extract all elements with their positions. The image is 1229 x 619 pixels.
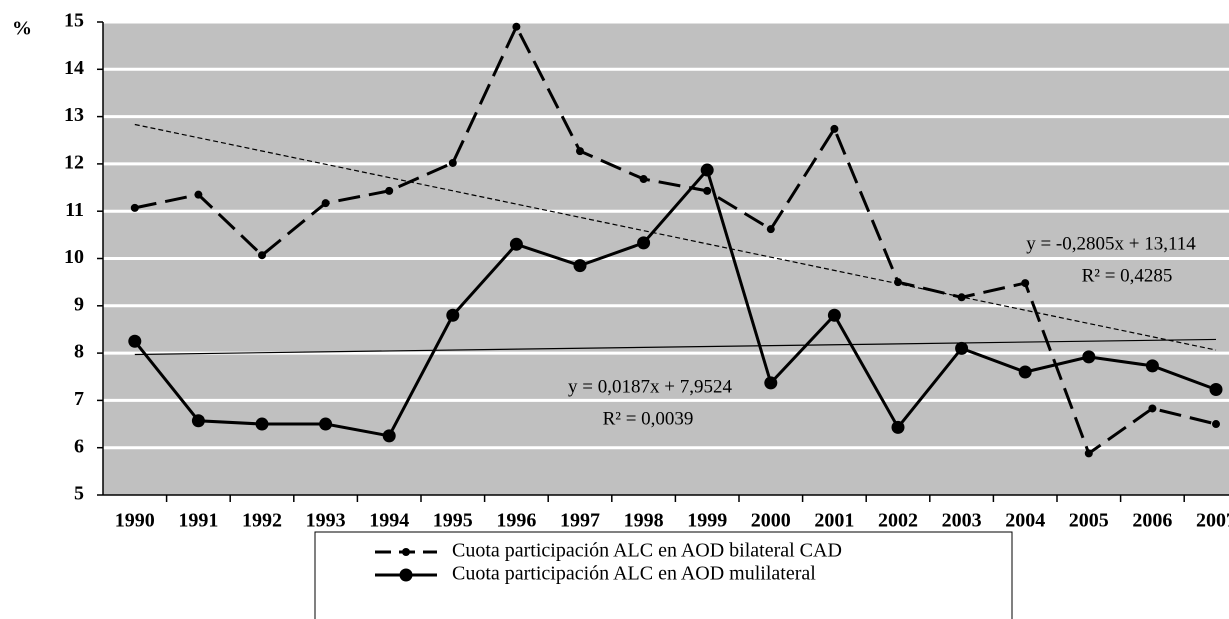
x-tick-label: 2001 <box>814 510 854 532</box>
y-tick-label: 8 <box>74 341 84 363</box>
x-tick-label: 1991 <box>178 510 218 532</box>
data-point <box>194 190 203 199</box>
y-tick-label: 9 <box>74 293 84 315</box>
data-point <box>637 236 651 250</box>
y-tick-label: 13 <box>64 104 84 126</box>
x-tick-label: 2002 <box>878 510 918 532</box>
trend-r2: R² = 0,0039 <box>603 408 694 429</box>
data-point <box>1021 279 1030 288</box>
data-point <box>573 259 587 273</box>
x-tick-label: 2005 <box>1069 510 1109 532</box>
y-tick-label: 12 <box>64 151 84 173</box>
x-tick-label: 1992 <box>242 510 282 532</box>
data-point <box>1212 420 1220 429</box>
y-tick-label: 11 <box>65 199 84 221</box>
data-point <box>955 341 969 355</box>
data-point <box>957 293 966 302</box>
data-point <box>258 251 266 260</box>
data-point <box>891 420 905 434</box>
data-point <box>1084 449 1093 458</box>
x-tick-label: 1995 <box>433 510 473 532</box>
x-tick-label: 1996 <box>496 510 536 532</box>
data-point <box>827 308 841 322</box>
data-point <box>703 186 712 195</box>
data-point <box>576 147 584 156</box>
data-point <box>382 429 396 443</box>
data-point <box>764 376 778 390</box>
data-point <box>894 278 902 287</box>
data-point <box>512 22 521 31</box>
data-point <box>766 225 775 234</box>
x-tick-label: 1997 <box>560 510 600 532</box>
data-point <box>830 124 839 133</box>
x-tick-label: 2000 <box>751 510 791 532</box>
legend-marker <box>402 548 410 556</box>
data-point <box>700 163 714 177</box>
x-tick-label: 2003 <box>942 510 982 532</box>
data-point <box>1018 365 1032 379</box>
data-point <box>385 186 394 195</box>
data-point <box>191 414 205 428</box>
trendline <box>134 338 1217 356</box>
x-tick-label: 1999 <box>687 510 727 532</box>
data-point <box>130 203 139 212</box>
legend-marker <box>399 568 413 582</box>
y-tick-label: 6 <box>74 435 84 457</box>
x-tick-label: 2004 <box>1005 510 1045 532</box>
data-point <box>255 417 269 431</box>
data-point <box>448 158 457 167</box>
trend-r2: R² = 0,4285 <box>1082 265 1173 286</box>
data-point <box>319 417 333 431</box>
y-tick-label: 10 <box>64 246 84 268</box>
data-point <box>128 334 142 348</box>
data-point <box>1145 359 1159 373</box>
x-tick-label: 1998 <box>624 510 664 532</box>
legend-label: Cuota participación ALC en AOD mulilater… <box>452 563 816 585</box>
data-point <box>321 199 330 208</box>
y-tick-label: 5 <box>74 483 84 505</box>
y-tick-label: 15 <box>64 10 84 32</box>
data-point <box>639 175 648 184</box>
series-line <box>134 23 1217 456</box>
data-point <box>509 237 523 251</box>
y-tick-label: 14 <box>64 57 84 79</box>
y-axis-label: % <box>12 18 32 40</box>
x-tick-label: 1990 <box>115 510 155 532</box>
data-point <box>1148 404 1157 413</box>
data-point <box>1082 350 1096 364</box>
x-tick-label: 1994 <box>369 510 409 532</box>
data-point <box>446 308 460 322</box>
x-tick-label: 2007 <box>1196 510 1229 532</box>
data-point <box>1209 383 1223 397</box>
trend-equation: y = -0,2805x + 13,114 <box>1026 233 1196 254</box>
x-tick-label: 1993 <box>306 510 346 532</box>
series-line <box>133 167 1217 438</box>
trend-equation: y = 0,0187x + 7,9524 <box>568 376 732 397</box>
x-tick-label: 2006 <box>1132 510 1172 532</box>
y-tick-label: 7 <box>74 388 84 410</box>
legend-label: Cuota participación ALC en AOD bilateral… <box>452 540 842 562</box>
